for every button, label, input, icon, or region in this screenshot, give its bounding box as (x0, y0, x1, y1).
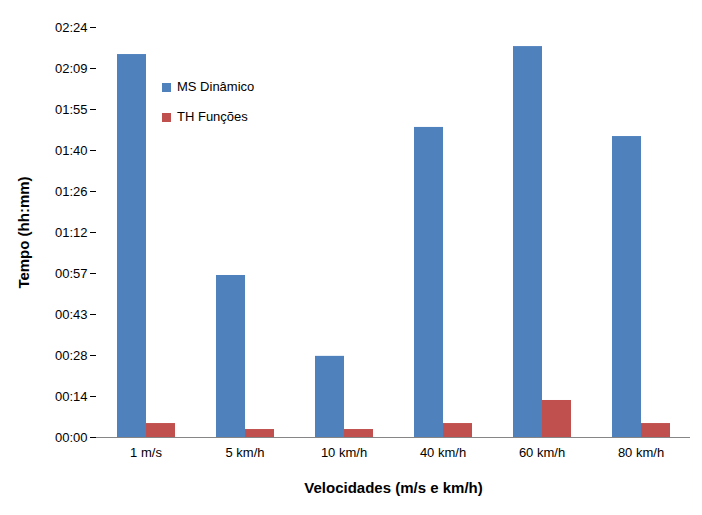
svg-text:01:26: 01:26 (55, 184, 88, 199)
svg-text:Tempo (hh:mm): Tempo (hh:mm) (15, 176, 32, 288)
svg-text:00:43: 00:43 (55, 307, 88, 322)
html-text:TH Funções: TH Funções (177, 109, 248, 124)
svg-text:00:00: 00:00 (55, 430, 88, 445)
svg-text:01:40: 01:40 (55, 143, 88, 158)
svg-text:02:24: 02:24 (55, 20, 88, 35)
svg-text:00:14: 00:14 (55, 389, 88, 404)
svg-text:5 km/h: 5 km/h (225, 445, 264, 460)
html-text:MS Dinâmico: MS Dinâmico (177, 79, 255, 94)
svg-text:00:57: 00:57 (55, 266, 88, 281)
svg-text:10 km/h: 10 km/h (321, 445, 367, 460)
svg-text:1 m/s: 1 m/s (130, 445, 162, 460)
svg-text:80 km/h: 80 km/h (618, 445, 664, 460)
svg-text:40 km/h: 40 km/h (420, 445, 466, 460)
svg-text:00:28: 00:28 (55, 348, 88, 363)
svg-text:01:55: 01:55 (55, 102, 88, 117)
svg-text:02:09: 02:09 (55, 61, 88, 76)
svg-text:Velocidades (m/s e km/h): Velocidades (m/s e km/h) (304, 479, 482, 496)
svg-text:60 km/h: 60 km/h (519, 445, 565, 460)
svg-text:01:12: 01:12 (55, 225, 88, 240)
